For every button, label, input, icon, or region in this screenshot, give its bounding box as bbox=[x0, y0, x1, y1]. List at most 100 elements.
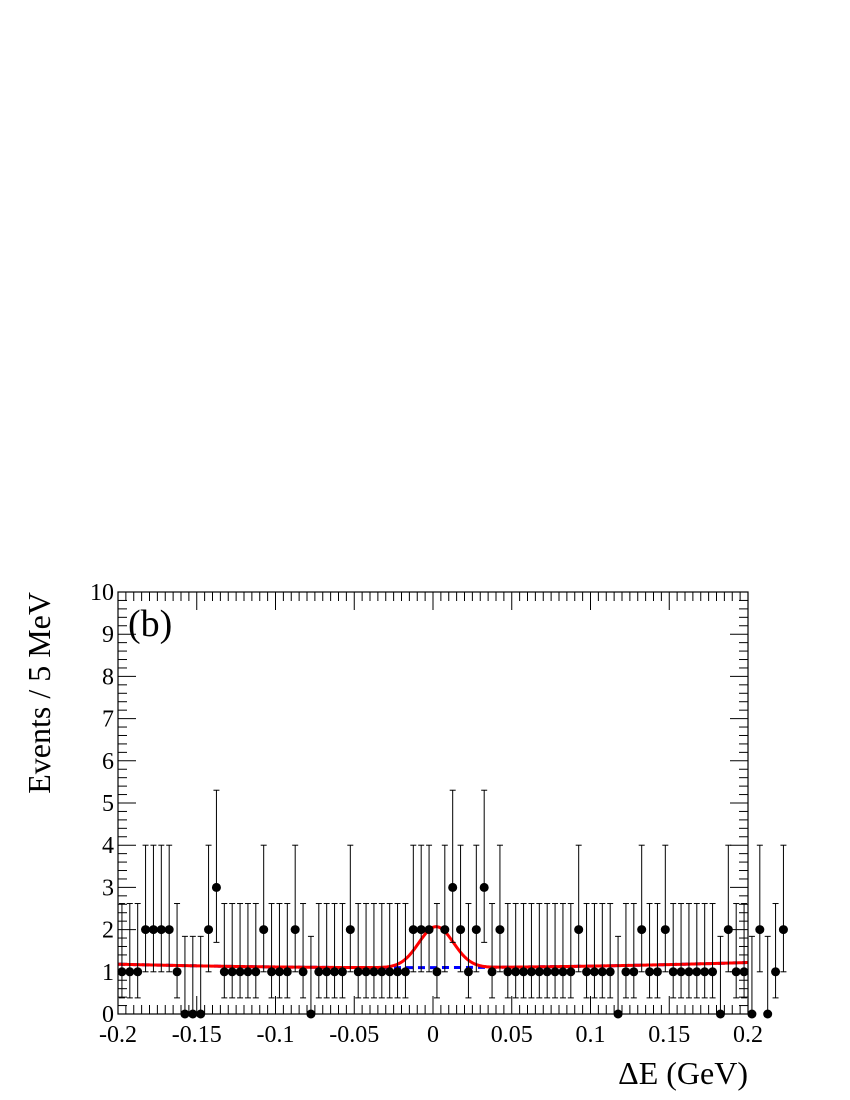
total-fit-curve bbox=[117, 925, 749, 970]
data-marker bbox=[676, 967, 686, 977]
x-tick-labels: -0.2 -0.15 -0.1 -0.05 0 0.05 0.1 0.15 0.2 bbox=[99, 1022, 763, 1048]
data-marker bbox=[597, 967, 607, 977]
data-marker bbox=[487, 967, 497, 977]
data-point bbox=[424, 844, 434, 973]
data-marker bbox=[526, 967, 536, 977]
data-marker bbox=[574, 925, 584, 935]
data-point bbox=[605, 903, 615, 999]
data-point bbox=[589, 903, 599, 999]
data-point bbox=[582, 903, 592, 999]
data-marker bbox=[148, 925, 158, 935]
data-point bbox=[393, 903, 403, 999]
y-tick-label: 2 bbox=[102, 918, 114, 944]
data-point bbox=[700, 903, 710, 999]
data-marker bbox=[771, 967, 781, 977]
data-marker bbox=[400, 967, 410, 977]
data-point bbox=[267, 903, 277, 999]
data-point bbox=[133, 903, 143, 999]
x-tick-label: 0.1 bbox=[576, 1022, 606, 1048]
data-marker bbox=[700, 967, 710, 977]
data-point bbox=[621, 903, 631, 999]
data-point bbox=[251, 903, 261, 999]
data-marker bbox=[731, 967, 741, 977]
data-marker bbox=[479, 882, 489, 892]
data-point bbox=[471, 844, 481, 973]
data-marker bbox=[377, 967, 387, 977]
data-marker bbox=[747, 1009, 757, 1019]
data-point bbox=[692, 903, 702, 999]
y-tick-label: 1 bbox=[102, 960, 114, 986]
data-point bbox=[259, 844, 269, 973]
data-point bbox=[274, 903, 284, 999]
data-point bbox=[227, 903, 237, 999]
plot-frame bbox=[117, 591, 749, 1015]
data-point bbox=[613, 935, 623, 1019]
data-marker bbox=[503, 967, 513, 977]
data-marker bbox=[684, 967, 694, 977]
data-marker bbox=[652, 967, 662, 977]
data-point bbox=[534, 903, 544, 999]
data-marker bbox=[267, 967, 277, 977]
data-point bbox=[763, 935, 773, 1019]
data-marker bbox=[251, 967, 261, 977]
data-point bbox=[314, 903, 324, 999]
y-tick-label: 7 bbox=[102, 707, 114, 733]
data-marker bbox=[204, 925, 214, 935]
data-marker bbox=[589, 967, 599, 977]
data-point bbox=[479, 789, 489, 943]
data-marker bbox=[519, 967, 529, 977]
data-point bbox=[566, 903, 576, 999]
data-marker bbox=[448, 882, 458, 892]
data-point bbox=[432, 903, 442, 999]
data-point bbox=[676, 903, 686, 999]
data-point bbox=[337, 903, 347, 999]
y-tick-label: 0 bbox=[102, 1002, 114, 1028]
data-marker bbox=[172, 967, 182, 977]
data-marker bbox=[235, 967, 245, 977]
y-tick-label: 6 bbox=[102, 749, 114, 775]
y-tick-label: 8 bbox=[102, 664, 114, 690]
data-marker bbox=[778, 925, 788, 935]
data-point bbox=[652, 903, 662, 999]
data-marker bbox=[708, 967, 718, 977]
data-marker bbox=[511, 967, 521, 977]
data-point bbox=[369, 903, 379, 999]
data-point bbox=[778, 844, 788, 973]
data-point bbox=[629, 903, 639, 999]
data-marker bbox=[723, 925, 733, 935]
data-marker bbox=[668, 967, 678, 977]
background-fit-curve bbox=[117, 961, 749, 970]
data-point bbox=[526, 903, 536, 999]
data-point bbox=[361, 903, 371, 999]
data-point bbox=[400, 903, 410, 999]
data-point bbox=[463, 903, 473, 999]
data-point bbox=[330, 903, 340, 999]
data-marker bbox=[117, 967, 127, 977]
data-point bbox=[558, 903, 568, 999]
data-point bbox=[235, 903, 245, 999]
data-point bbox=[125, 903, 135, 999]
data-marker bbox=[424, 925, 434, 935]
data-marker bbox=[440, 925, 450, 935]
data-marker bbox=[259, 925, 269, 935]
data-marker bbox=[125, 967, 135, 977]
x-tick-label: 0.05 bbox=[491, 1022, 533, 1048]
data-point bbox=[456, 844, 466, 973]
data-point bbox=[448, 789, 458, 943]
data-point bbox=[204, 844, 214, 973]
data-points bbox=[117, 789, 788, 1019]
data-marker bbox=[432, 967, 442, 977]
data-marker bbox=[408, 925, 418, 935]
x-axis-ticks bbox=[117, 592, 749, 1014]
data-marker bbox=[660, 925, 670, 935]
data-point bbox=[708, 903, 718, 999]
data-marker bbox=[141, 925, 151, 935]
y-axis-title: Events / 5 MeV bbox=[21, 592, 57, 794]
data-marker bbox=[495, 925, 505, 935]
data-point bbox=[322, 903, 332, 999]
data-marker bbox=[739, 967, 749, 977]
data-point bbox=[715, 935, 725, 1019]
data-point bbox=[495, 844, 505, 973]
data-marker bbox=[133, 967, 143, 977]
data-marker bbox=[337, 967, 347, 977]
